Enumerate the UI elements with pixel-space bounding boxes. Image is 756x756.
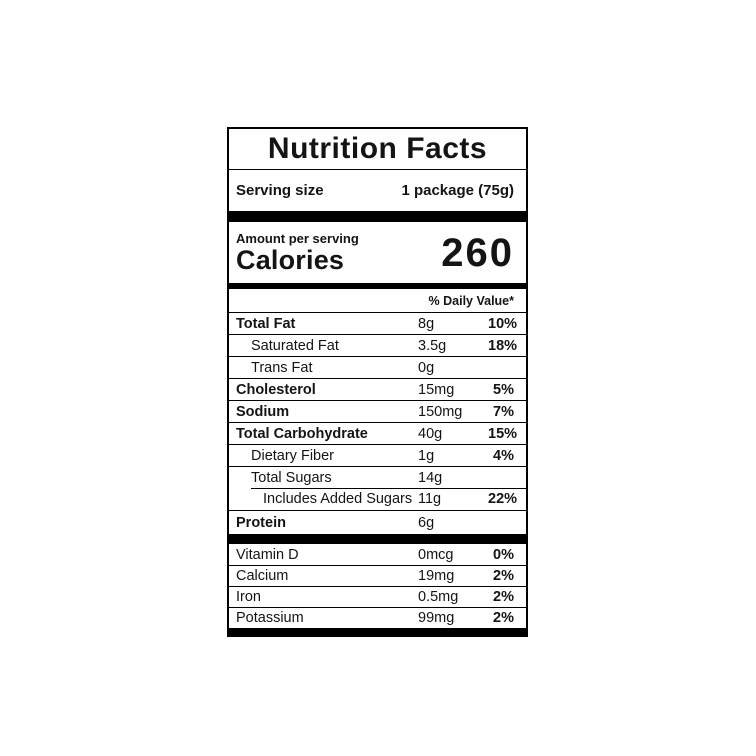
amount-per-serving-label: Amount per serving (236, 230, 359, 246)
nutrient-daily-value: 10% (488, 315, 518, 332)
nutrient-row-cholesterol: Cholesterol 15mg 5% (229, 378, 526, 400)
nutrient-daily-value: 15% (488, 425, 518, 442)
nutrient-daily-value: 0% (493, 546, 514, 563)
micronutrient-row-potassium: Potassium 99mg 2% (229, 607, 526, 628)
separator-bar-thick (229, 211, 526, 222)
nutrient-amount: 40g (418, 425, 443, 442)
nutrient-name: Total Fat (236, 315, 296, 332)
nutrient-row-dietary-fiber: Dietary Fiber 1g 4% (229, 444, 526, 466)
nutrient-amount: 0mcg (418, 546, 454, 563)
nutrient-amount: 8g (418, 315, 435, 332)
calories-value: 260 (441, 231, 514, 275)
nutrient-name: Saturated Fat (251, 337, 339, 354)
nutrient-name: Total Sugars (251, 469, 332, 486)
nutrient-daily-value: 2% (493, 589, 514, 605)
nutrient-name: Potassium (236, 610, 304, 626)
nutrient-row-total-sugars: Total Sugars 14g (229, 466, 526, 488)
nutrient-name: Iron (236, 589, 261, 605)
nutrient-daily-value: 2% (493, 568, 514, 584)
nutrient-name: Protein (236, 514, 286, 531)
nutrient-amount: 0.5mg (418, 589, 459, 605)
nutrient-daily-value: 4% (493, 447, 514, 464)
nutrient-amount: 15mg (418, 381, 455, 398)
serving-size-row: Serving size 1 package (75g) (229, 170, 526, 211)
serving-size-value: 1 package (75g) (401, 182, 514, 199)
nutrient-name: Sodium (236, 403, 290, 420)
nutrient-row-total-carbohydrate: Total Carbohydrate 40g 15% (229, 422, 526, 444)
nutrient-amount: 99mg (418, 610, 455, 626)
nutrient-row-saturated-fat: Saturated Fat 3.5g 18% (229, 334, 526, 356)
nutrient-amount: 3.5g (418, 337, 447, 354)
nutrient-amount: 19mg (418, 568, 455, 584)
nutrient-amount: 150mg (418, 403, 463, 420)
calories-label: Calories (236, 245, 345, 276)
nutrient-amount: 6g (418, 514, 435, 531)
nutrient-name: Cholesterol (236, 381, 316, 398)
serving-size-label: Serving size (236, 182, 324, 199)
nutrient-daily-value: 7% (493, 403, 514, 420)
micronutrient-row-iron: Iron 0.5mg 2% (229, 586, 526, 607)
nutrient-row-added-sugars: Includes Added Sugars 11g 22% (229, 488, 526, 510)
nutrient-row-sodium: Sodium 150mg 7% (229, 400, 526, 422)
nutrient-daily-value: 18% (488, 337, 518, 354)
nutrient-name: Vitamin D (236, 546, 299, 563)
nutrient-row-protein: Protein 6g (229, 510, 526, 534)
nutrient-name: Dietary Fiber (251, 447, 334, 464)
nutrient-name: Calcium (236, 568, 289, 584)
daily-value-header: % Daily Value* (428, 293, 514, 308)
nutrient-name: Total Carbohydrate (236, 425, 368, 442)
nutrient-daily-value: 2% (493, 610, 514, 626)
nutrient-name: Trans Fat (251, 359, 313, 376)
daily-value-header-row: % Daily Value* (229, 289, 526, 312)
nutrient-name: Includes Added Sugars (263, 491, 413, 507)
calories-section: Amount per serving Calories 260 (229, 222, 526, 283)
nutrient-amount: 1g (418, 447, 435, 464)
nutrient-amount: 11g (418, 491, 442, 507)
calories-left-block: Amount per serving Calories (236, 226, 359, 281)
nutrient-row-trans-fat: Trans Fat 0g (229, 356, 526, 378)
separator-bar-bottom (229, 628, 526, 635)
separator-bar-heavy (229, 534, 526, 544)
micronutrient-row-vitamin-d: Vitamin D 0mcg 0% (229, 544, 526, 565)
label-title-section: Nutrition Facts (229, 129, 526, 170)
nutrition-facts-label: Nutrition Facts Serving size 1 package (… (227, 127, 528, 637)
nutrient-amount: 14g (418, 469, 443, 486)
nutrient-row-total-fat: Total Fat 8g 10% (229, 312, 526, 334)
nutrient-daily-value: 5% (493, 381, 514, 398)
nutrient-daily-value: 22% (488, 491, 518, 507)
separator-bar-medium (229, 283, 526, 289)
micronutrient-row-calcium: Calcium 19mg 2% (229, 565, 526, 586)
label-title: Nutrition Facts (267, 132, 488, 165)
nutrient-amount: 0g (418, 359, 435, 376)
